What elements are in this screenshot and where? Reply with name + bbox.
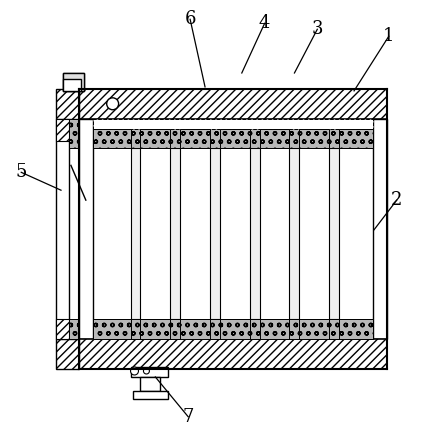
Text: 2: 2: [391, 191, 403, 209]
Bar: [130, 149, 141, 320]
Bar: [63, 73, 84, 91]
Bar: [260, 320, 289, 339]
Bar: [180, 320, 210, 339]
Bar: [56, 339, 79, 369]
Bar: [63, 79, 81, 91]
Bar: [63, 73, 84, 91]
Bar: [260, 129, 289, 149]
Bar: [69, 119, 79, 149]
Text: 1: 1: [383, 27, 395, 45]
Bar: [79, 339, 387, 369]
Bar: [93, 129, 373, 149]
Bar: [93, 320, 373, 339]
Bar: [56, 119, 69, 141]
Bar: [56, 119, 69, 339]
Bar: [300, 129, 329, 149]
Text: 4: 4: [259, 14, 271, 32]
Bar: [289, 149, 300, 320]
Text: 7: 7: [182, 408, 194, 426]
Bar: [180, 129, 210, 149]
Bar: [220, 320, 250, 339]
Bar: [93, 119, 373, 129]
Bar: [133, 391, 168, 399]
Bar: [56, 320, 69, 339]
Circle shape: [143, 368, 149, 374]
Bar: [170, 149, 180, 320]
Circle shape: [107, 98, 119, 110]
Text: 3: 3: [311, 20, 323, 38]
Bar: [79, 119, 93, 339]
Bar: [210, 149, 220, 320]
Bar: [220, 129, 250, 149]
Bar: [93, 320, 130, 339]
Text: 5: 5: [16, 164, 27, 181]
Bar: [141, 377, 160, 391]
Bar: [69, 320, 79, 339]
Bar: [141, 129, 170, 149]
Bar: [141, 320, 170, 339]
Bar: [130, 367, 168, 377]
Bar: [56, 89, 79, 119]
Bar: [339, 320, 373, 339]
Bar: [339, 129, 373, 149]
Bar: [373, 119, 387, 339]
Text: 6: 6: [184, 10, 196, 28]
Bar: [93, 119, 373, 339]
Bar: [250, 149, 260, 320]
Bar: [300, 320, 329, 339]
Circle shape: [130, 367, 138, 375]
Bar: [329, 149, 339, 320]
Bar: [79, 89, 387, 119]
Bar: [93, 129, 130, 149]
